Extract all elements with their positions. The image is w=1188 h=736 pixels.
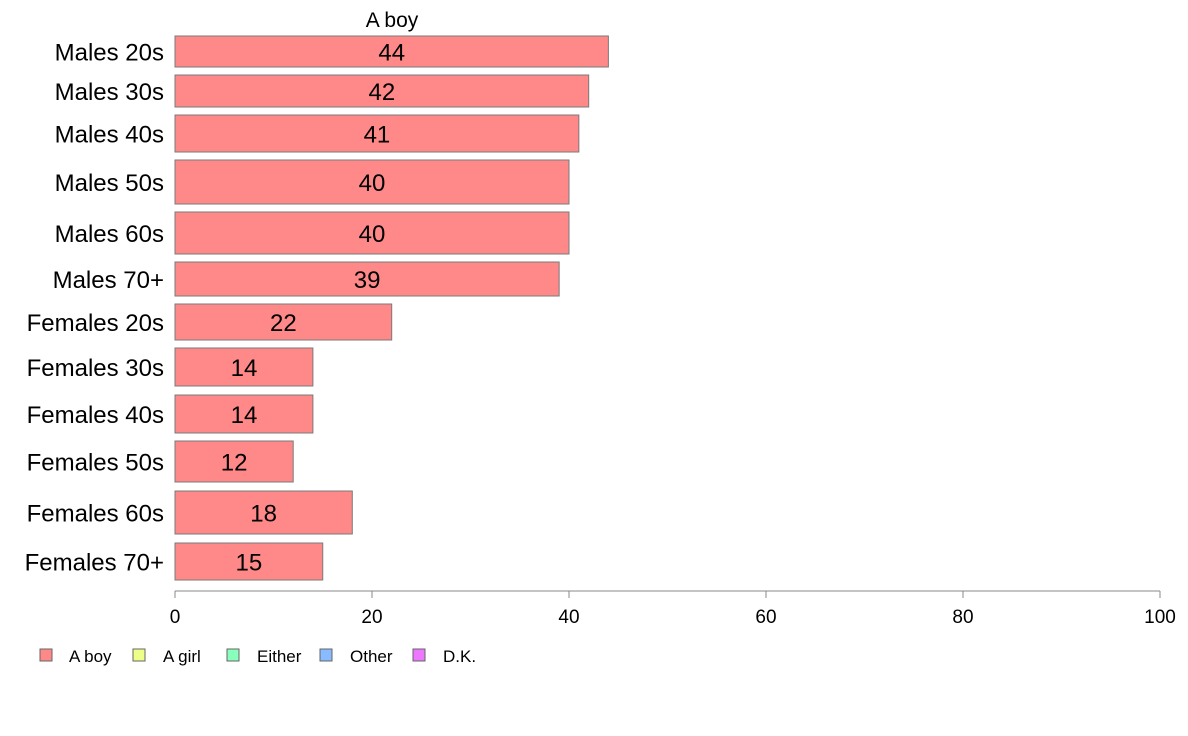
category-label: Females 70+	[25, 550, 164, 577]
legend-swatch	[319, 648, 333, 662]
data-label: 42	[368, 79, 395, 106]
category-label: Females 40s	[27, 402, 164, 429]
bar	[174, 394, 314, 434]
x-tick-label: 80	[952, 607, 973, 628]
category-label: Males 50s	[55, 170, 164, 197]
legend-swatch	[226, 648, 240, 662]
x-tick-label: 20	[361, 607, 382, 628]
data-label: 39	[354, 267, 381, 294]
data-label: 40	[359, 170, 386, 197]
data-label: 18	[250, 501, 277, 528]
legend-swatch	[39, 648, 53, 662]
bar	[174, 114, 580, 153]
category-label: Males 40s	[55, 122, 164, 149]
category-label: Females 20s	[27, 310, 164, 337]
bar	[174, 303, 393, 341]
data-label: 15	[236, 550, 263, 577]
data-label: 14	[231, 402, 258, 429]
data-label: 22	[270, 310, 297, 337]
bar	[174, 74, 590, 108]
legend-label: Either	[257, 647, 302, 666]
x-tick-label: 100	[1144, 607, 1176, 628]
bar	[174, 159, 570, 205]
x-tick-label: 40	[558, 607, 579, 628]
category-label: Females 30s	[27, 355, 164, 382]
legend-label: A boy	[69, 647, 112, 666]
category-label: Females 60s	[27, 501, 164, 528]
legend-label: D.K.	[443, 647, 476, 666]
category-label: Males 70+	[53, 267, 164, 294]
bar	[174, 211, 570, 255]
x-axis: 0 20 40 60 80 100	[170, 590, 1176, 628]
data-label: 12	[221, 450, 248, 477]
bar	[174, 261, 560, 297]
category-label: Males 30s	[55, 79, 164, 106]
legend-swatch	[412, 648, 426, 662]
data-label: 41	[364, 122, 391, 149]
bar	[174, 347, 314, 387]
legend-label: Other	[350, 647, 393, 666]
bar	[174, 440, 294, 483]
chart-title: A boy	[366, 9, 419, 32]
data-label: 44	[378, 40, 405, 67]
bar	[174, 542, 324, 581]
legend: A boy A girl Either Other D.K.	[39, 647, 476, 666]
x-tick-label: 0	[170, 607, 181, 628]
legend-label: A girl	[163, 647, 201, 666]
data-label: 40	[359, 221, 386, 248]
category-label: Females 50s	[27, 450, 164, 477]
legend-swatch	[132, 648, 146, 662]
bar	[174, 35, 609, 68]
data-label: 14	[231, 355, 258, 382]
bar	[174, 490, 353, 535]
category-label: Males 20s	[55, 40, 164, 67]
category-label: Males 60s	[55, 221, 164, 248]
x-tick-label: 60	[755, 607, 776, 628]
bars-layer: 44 Males 20s 42 Males 30s 41 Males 40s 40 Males…	[25, 35, 609, 581]
